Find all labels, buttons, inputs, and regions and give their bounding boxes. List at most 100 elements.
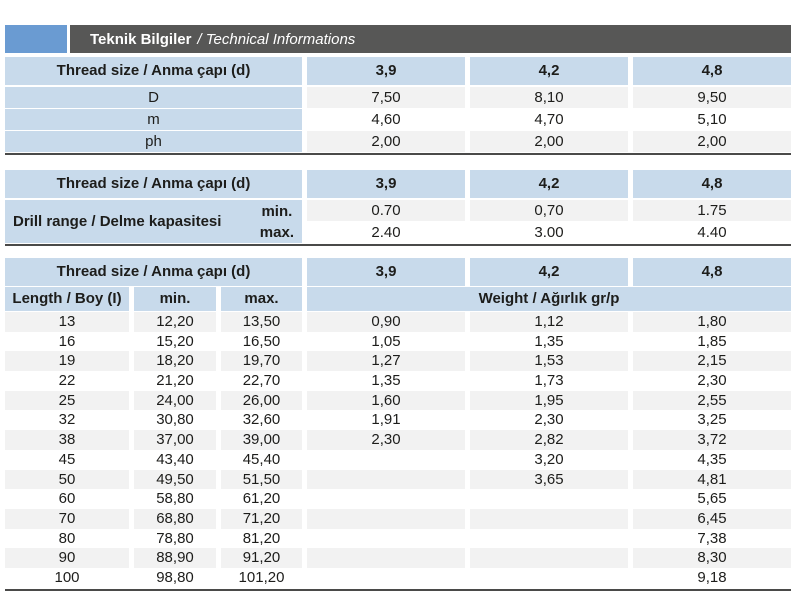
table-header-row: Thread size / Anma çapı (d) 3,9 4,2 4,8 (5, 170, 791, 198)
value-cell: 5,10 (697, 111, 727, 128)
value-cell: 32,60 (242, 411, 281, 429)
value-cell (470, 548, 628, 568)
value-cell: 12,20 (134, 312, 216, 332)
value-cell: 49,50 (134, 469, 216, 490)
value-cell: 37,00 (134, 430, 216, 450)
value-cell: 1,35 (371, 372, 401, 390)
table1-body: D 7,50 8,10 9,50 m 4,60 4,70 5,10 ph 2,00 2,00 2,00 (5, 87, 791, 152)
table-row: 38 37,00 39,00 2,30 2,82 3,72 (5, 430, 791, 450)
value-cell: 19,70 (221, 351, 302, 372)
value-cell: 16,50 (242, 332, 281, 350)
row-label-cell: D (5, 87, 302, 108)
row-label-cell: ph (5, 131, 302, 152)
value-cell: 18,20 (134, 351, 216, 372)
table3-body: 13 12,20 13,50 0,90 1,12 1,80 16 15,20 16,50 1,05… (5, 312, 791, 588)
value-cell: 7,38 (697, 529, 727, 547)
table-row: 19 18,20 19,70 1,27 1,53 2,15 (5, 351, 791, 372)
min-label: min. (261, 202, 293, 220)
value-cell: 32 (58, 411, 76, 429)
value-cell: 2,00 (633, 131, 791, 152)
table-row: 25 24,00 26,00 1,60 1,95 2,55 (5, 390, 791, 411)
max-value-cell: 2.40 (371, 224, 401, 241)
dimensions-table: Thread size / Anma çapı (d) 3,9 4,2 4,8 … (5, 57, 791, 155)
value-cell: 91,20 (221, 548, 302, 568)
min-value-cell: 0.70 (307, 200, 465, 221)
table-subheader-row: Length / Boy (I) min. max. Weight / Ağır… (5, 287, 791, 311)
value-cell: 16 (58, 332, 76, 350)
technical-info-page: Teknik Bilgiler / Technical Informations… (5, 25, 791, 591)
max-label: max. (259, 223, 294, 241)
value-cell: 8,10 (470, 87, 628, 108)
value-cell: 2,00 (307, 131, 465, 152)
value-cell: 50 (5, 469, 129, 490)
weight-column-header: Weight / Ağırlık gr/p (307, 287, 791, 311)
value-cell: 26,00 (221, 390, 302, 411)
value-cell: 1,91 (371, 411, 401, 429)
value-cell: 1,12 (470, 312, 628, 332)
value-cell: 7,50 (307, 87, 465, 108)
value-cell: 4,60 (371, 111, 401, 128)
value-cell: 9,50 (633, 87, 791, 108)
min-value-cell: 0,70 (470, 200, 628, 221)
drill-range-label: Drill range / Delme kapasitesi (13, 213, 222, 230)
table-bottom-rule (5, 588, 791, 591)
value-cell (470, 529, 628, 549)
value-cell: 80 (58, 529, 76, 547)
table-row: 60 58,80 61,20 5,65 (5, 489, 791, 509)
table-row: D 7,50 8,10 9,50 (5, 87, 791, 108)
accent-block (5, 25, 67, 53)
value-cell: 13 (5, 312, 129, 332)
min-column-header: min. (134, 287, 216, 311)
section-header: Teknik Bilgiler / Technical Informations (70, 25, 791, 53)
value-cell: 1,35 (534, 332, 564, 350)
value-cell: 98,80 (156, 568, 194, 586)
table-row: 13 12,20 13,50 0,90 1,12 1,80 (5, 312, 791, 332)
value-cell: 9,18 (697, 568, 727, 586)
value-cell: 1,95 (470, 390, 628, 411)
size-column-header: 3,9 (307, 57, 465, 85)
value-cell: 2,30 (307, 430, 465, 450)
value-cell: 71,20 (221, 508, 302, 529)
size-column-header: 3,9 (307, 170, 465, 198)
value-cell: 45 (58, 450, 76, 468)
size-column-header: 4,8 (633, 170, 791, 198)
value-cell: 81,20 (242, 529, 281, 547)
value-cell: 38 (5, 430, 129, 450)
value-cell: 8,30 (633, 548, 791, 568)
value-cell: 2,30 (534, 411, 564, 429)
value-cell: 4,70 (534, 111, 564, 128)
value-cell: 68,80 (134, 508, 216, 529)
size-column-header: 3,9 (307, 258, 465, 286)
thread-size-header: Thread size / Anma çapı (d) (5, 57, 302, 85)
value-cell: 101,20 (238, 568, 285, 586)
value-cell: 22 (58, 372, 76, 390)
value-cell: 43,40 (156, 450, 194, 468)
value-cell: 4,35 (697, 450, 727, 468)
value-cell: 19 (5, 351, 129, 372)
value-cell (470, 568, 628, 588)
table-row: 80 78,80 81,20 7,38 (5, 529, 791, 549)
value-cell: 2,55 (633, 390, 791, 411)
value-cell: 58,80 (156, 490, 194, 508)
title-turkish: Teknik Bilgiler (90, 30, 192, 48)
value-cell (470, 489, 628, 509)
value-cell (307, 489, 465, 509)
value-cell: 70 (5, 508, 129, 529)
min-value-cell: 1.75 (633, 200, 791, 221)
value-cell: 51,50 (221, 469, 302, 490)
value-cell: 0,90 (307, 312, 465, 332)
value-cell: 88,90 (134, 548, 216, 568)
value-cell: 6,45 (633, 508, 791, 529)
max-value-cell: 3.00 (534, 224, 564, 241)
table-row: 100 98,80 101,20 9,18 (5, 568, 791, 588)
table-row: ph 2,00 2,00 2,00 (5, 131, 791, 152)
value-cell: 21,20 (156, 372, 194, 390)
value-cell (307, 508, 465, 529)
value-cell: 60 (58, 490, 76, 508)
size-column-header: 4,2 (470, 170, 628, 198)
value-cell: 2,00 (470, 131, 628, 152)
drill-range-label-cell: Drill range / Delme kapasitesi min. max. (5, 200, 302, 243)
value-cell: 1,05 (371, 332, 401, 350)
value-cell: 3,72 (633, 430, 791, 450)
value-cell: 5,65 (697, 490, 727, 508)
